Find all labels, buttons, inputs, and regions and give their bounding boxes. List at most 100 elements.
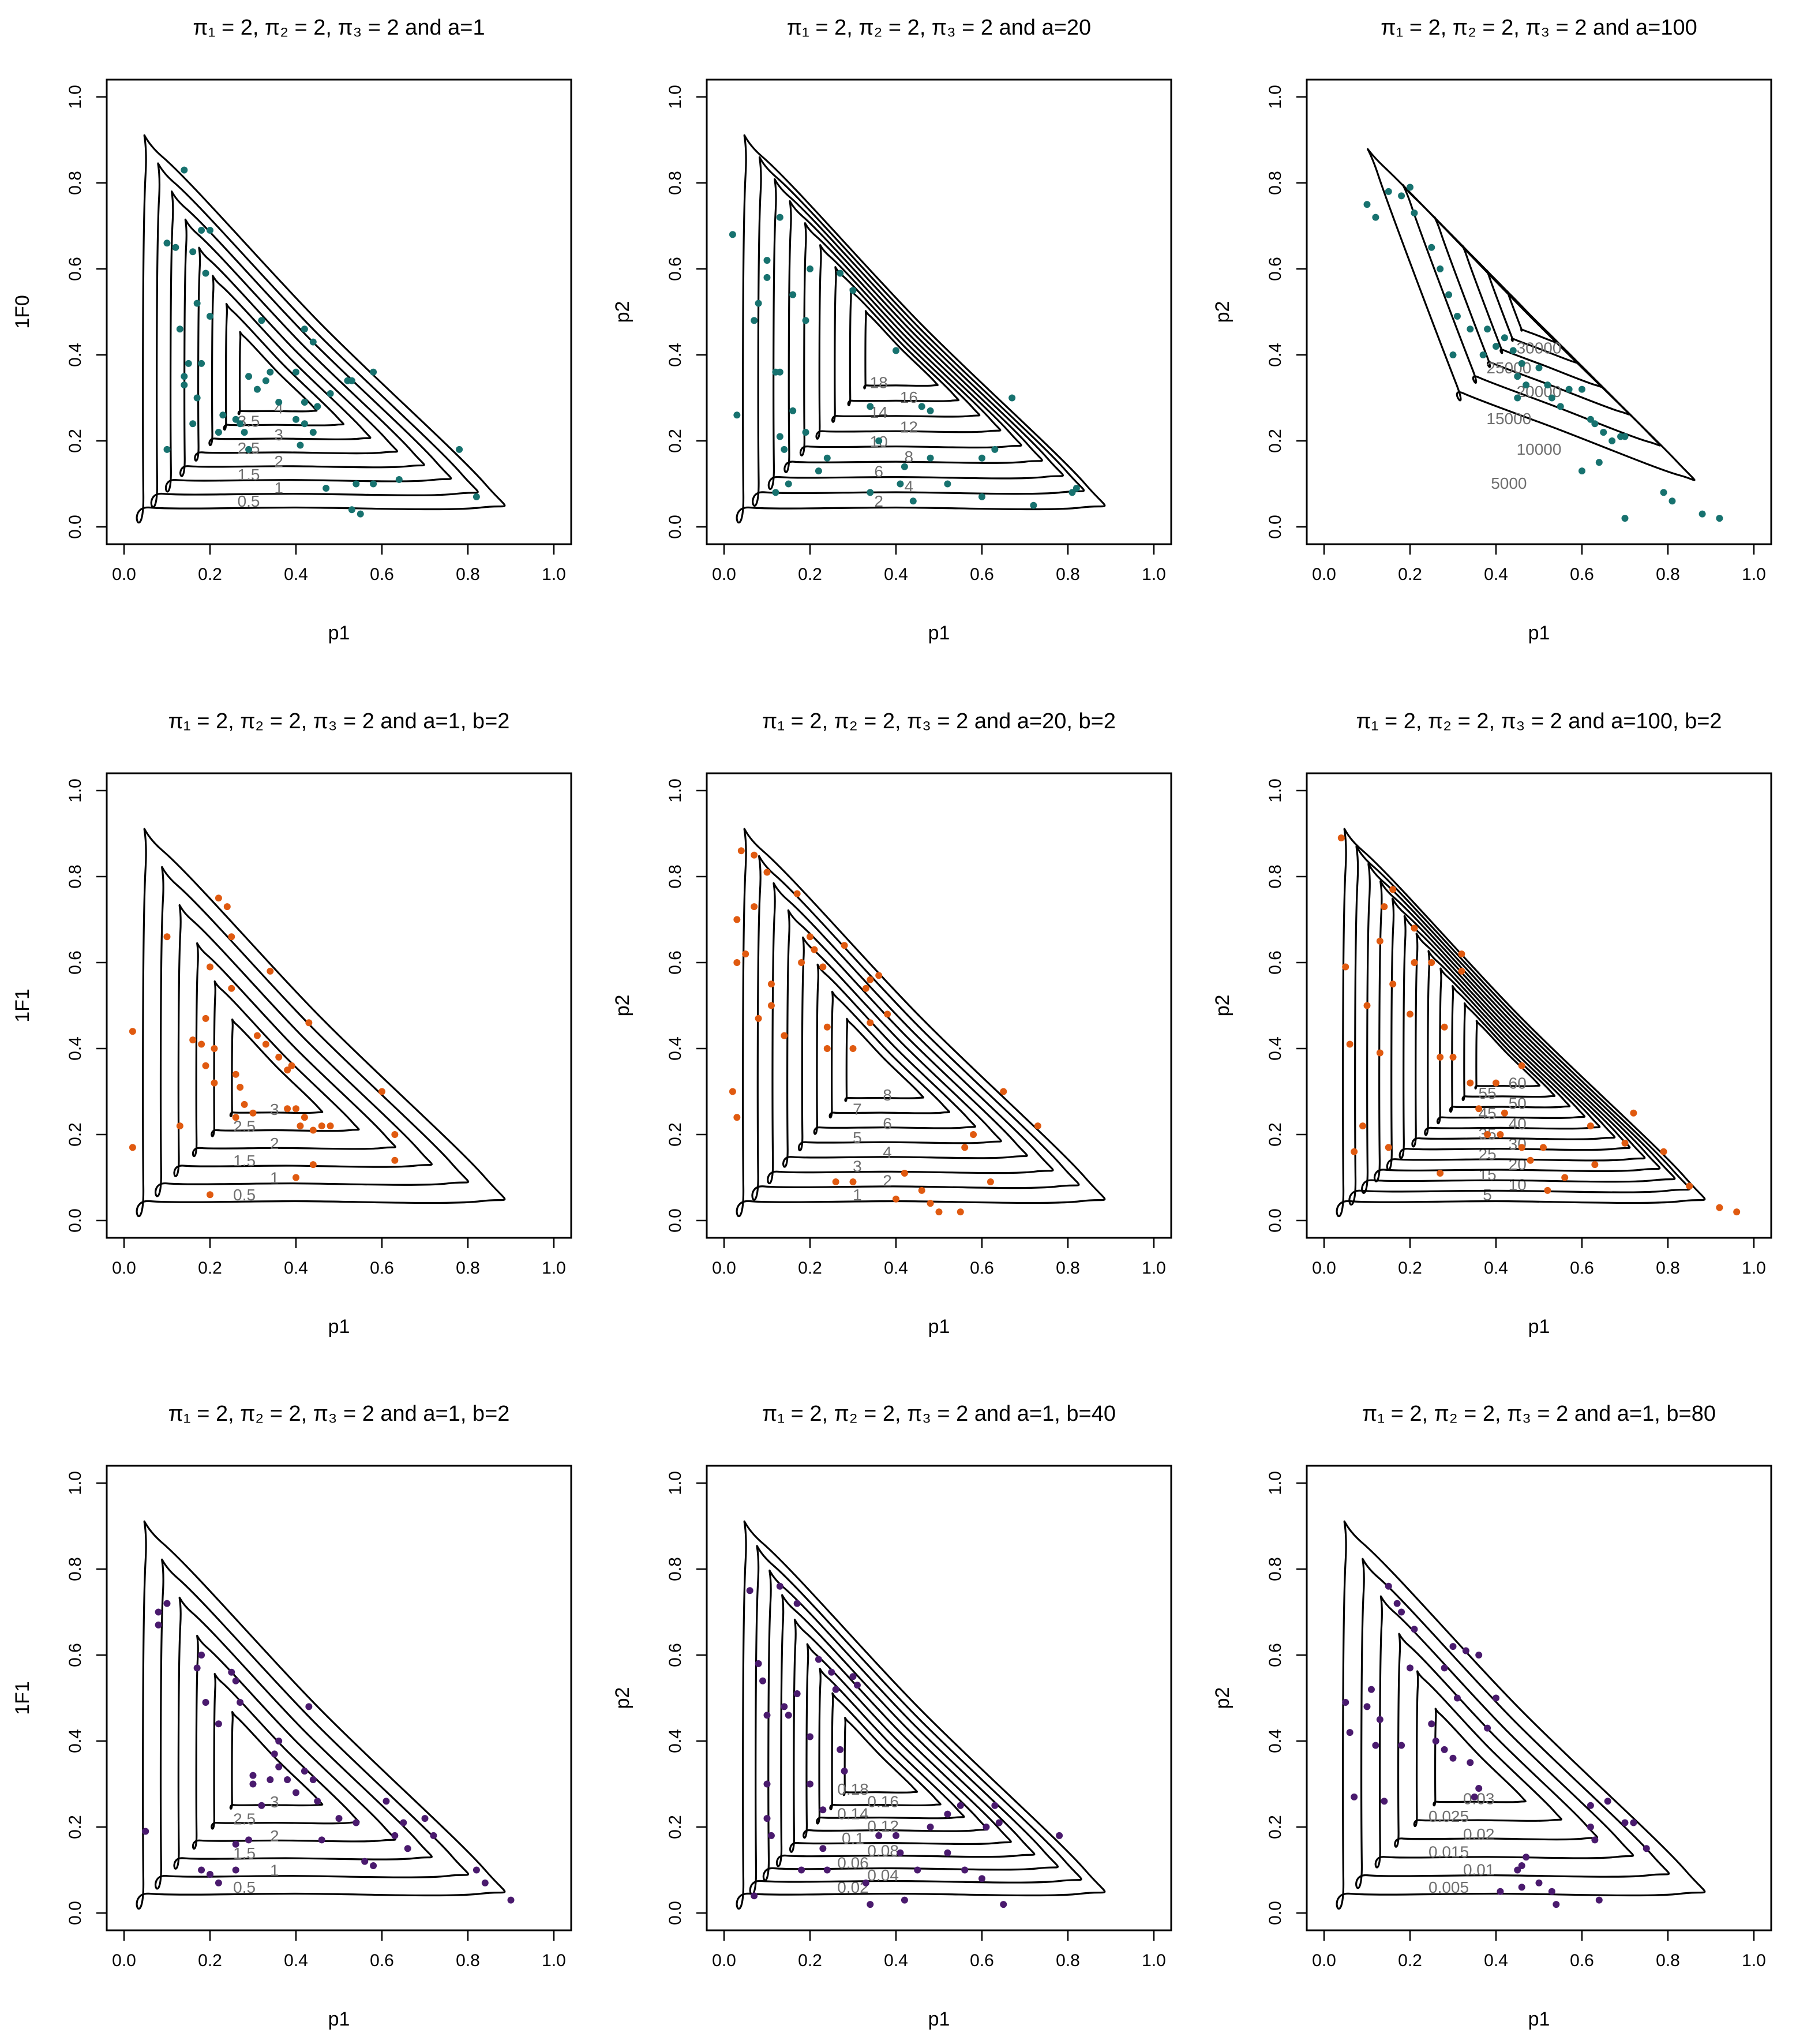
y-tick-label: 0.4 — [1266, 1036, 1285, 1061]
data-point — [129, 1144, 136, 1151]
data-point — [867, 1901, 874, 1908]
data-point — [215, 1720, 222, 1728]
data-point — [849, 1673, 857, 1680]
data-point — [262, 377, 269, 384]
x-tick-label: 0.6 — [370, 1259, 394, 1278]
data-point — [759, 1677, 767, 1684]
data-point — [267, 967, 274, 975]
data-point — [361, 1858, 369, 1865]
data-point — [875, 972, 883, 979]
data-point — [1376, 937, 1383, 945]
data-point — [742, 950, 749, 958]
panel-title: π₁ = 2, π₂ = 2, π₃ = 2 and a=1, b=40 — [762, 1402, 1116, 1426]
data-point — [193, 394, 201, 402]
data-point — [1363, 1002, 1371, 1009]
data-point — [207, 312, 213, 320]
contour-level-label: 1 — [274, 479, 283, 497]
data-point — [163, 933, 171, 941]
data-point — [1073, 484, 1080, 492]
data-point — [828, 1668, 835, 1676]
y-tick-label: 0.0 — [666, 1208, 685, 1233]
data-point — [751, 1892, 758, 1900]
data-point — [1385, 1582, 1392, 1590]
y-tick-label: 0.2 — [666, 1122, 685, 1147]
data-point — [181, 373, 188, 380]
x-tick-label: 0.2 — [1398, 1259, 1422, 1278]
data-point — [1363, 201, 1371, 208]
contour-level-label: 0.5 — [238, 492, 260, 510]
data-point — [232, 1677, 239, 1684]
data-point — [841, 942, 848, 949]
x-tick-label: 1.0 — [1142, 1951, 1166, 1970]
data-point — [776, 1582, 783, 1590]
plot-frame — [706, 78, 1172, 545]
contour-line — [815, 244, 1002, 440]
y-tick-label: 1.0 — [66, 85, 85, 109]
data-point — [1497, 1888, 1504, 1895]
data-point — [1501, 1109, 1508, 1117]
contour-line — [829, 1692, 942, 1810]
data-point — [935, 1208, 943, 1216]
data-point — [370, 480, 377, 488]
contour-line — [1336, 1520, 1706, 1910]
data-point — [1453, 1694, 1461, 1702]
y-axis-label: p2 — [1212, 301, 1233, 323]
data-point — [819, 1845, 827, 1852]
data-point — [181, 381, 188, 389]
x-tick-label: 0.2 — [798, 1259, 822, 1278]
data-point — [1493, 1079, 1499, 1087]
data-point — [729, 231, 736, 238]
y-tick-label: 0.8 — [1266, 864, 1285, 889]
data-point — [1432, 1738, 1439, 1744]
data-point — [781, 1032, 788, 1039]
data-point — [785, 1712, 792, 1719]
data-point — [1535, 1879, 1543, 1886]
data-point — [1367, 1686, 1375, 1693]
contour-level-label: 8 — [905, 448, 914, 466]
y-tick-label: 0.4 — [1266, 1729, 1285, 1753]
contour-level-label: 12 — [900, 418, 918, 436]
data-point — [1437, 1053, 1444, 1061]
contour-line — [150, 162, 479, 508]
data-point — [1363, 1703, 1371, 1710]
data-point — [733, 959, 741, 966]
data-point — [1385, 1144, 1392, 1151]
x-tick-label: 0.4 — [284, 1951, 308, 1970]
contour-level-label: 1 — [853, 1186, 862, 1204]
contour-line — [136, 134, 506, 524]
data-point — [301, 1114, 308, 1121]
contour-level-label: 0.18 — [837, 1780, 869, 1798]
data-point — [267, 1776, 274, 1784]
contour-level-label: 0.08 — [867, 1841, 899, 1859]
data-point — [1475, 1652, 1483, 1659]
data-point — [202, 269, 209, 277]
contour-level-label: 5 — [853, 1129, 862, 1147]
x-tick-label: 0.8 — [1056, 565, 1080, 584]
data-point — [1518, 1062, 1525, 1069]
data-point — [142, 1828, 149, 1835]
contour-level-label: 0.015 — [1428, 1843, 1469, 1861]
x-tick-label: 0.4 — [284, 1259, 308, 1278]
y-tick-label: 1.0 — [66, 778, 85, 803]
data-point — [1351, 1793, 1358, 1800]
data-point — [370, 368, 377, 376]
x-tick-label: 1.0 — [542, 1259, 566, 1278]
plot-frame — [1306, 78, 1772, 545]
data-point — [314, 403, 321, 410]
data-point — [798, 959, 805, 966]
data-point — [1514, 373, 1521, 380]
data-point — [258, 317, 265, 324]
data-point — [1030, 501, 1037, 509]
data-point — [215, 429, 222, 436]
plot-frame — [1306, 772, 1772, 1239]
x-tick-label: 0.2 — [798, 565, 822, 584]
data-point — [781, 446, 788, 453]
x-tick-label: 0.2 — [198, 1259, 222, 1278]
data-point — [353, 480, 360, 488]
y-tick-label: 0.6 — [66, 950, 85, 975]
x-tick-label: 0.6 — [1570, 565, 1594, 584]
data-point — [1467, 1079, 1474, 1087]
contour-level-label: 30000 — [1517, 339, 1562, 357]
data-point — [970, 1131, 977, 1138]
data-point — [901, 1170, 908, 1177]
